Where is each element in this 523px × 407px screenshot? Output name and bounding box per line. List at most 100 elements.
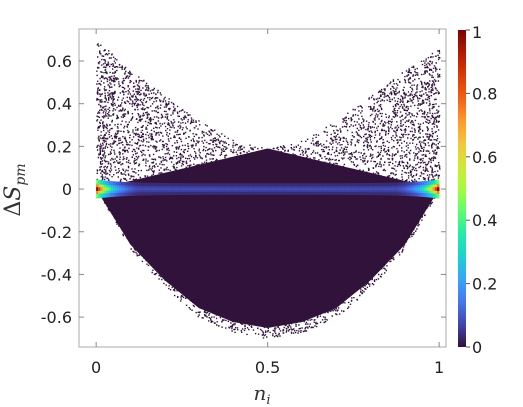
band-segment-core (406, 187, 410, 191)
colorbar-tick-label: 0 (472, 338, 482, 357)
band-segment-core (115, 187, 118, 191)
band-segment-core (428, 187, 431, 191)
band-segment-core (158, 187, 161, 191)
scatter-point-cloud (96, 43, 441, 339)
band-segment-core (218, 187, 221, 191)
band-segment-core (203, 187, 206, 191)
band-segment-core (325, 187, 328, 191)
lower-dense-region (96, 189, 440, 328)
band-segment-core (220, 187, 223, 191)
band-segment-core (252, 187, 256, 191)
band-segment-core (351, 187, 354, 191)
band-segment-core (321, 187, 324, 191)
band-segment-core (205, 187, 208, 191)
band-segment-core (308, 187, 311, 191)
band-segment-core (278, 187, 281, 191)
band-segment-core (295, 187, 298, 191)
band-segment-core (119, 187, 123, 191)
band-segment-core (419, 187, 423, 191)
band-segment-core (291, 187, 294, 191)
band-segment-core (222, 187, 226, 191)
band-segment-core (286, 187, 290, 191)
band-segment-core (184, 187, 187, 191)
band-segment-core (310, 187, 313, 191)
band-segment-core (267, 187, 271, 191)
colorbar: 1 0.8 0.6 0.4 0.2 0 (458, 23, 497, 357)
colorbar-tick-label: 0.4 (472, 211, 497, 230)
y-tick-label: -0.2 (41, 223, 72, 242)
x-axis-title: ni (253, 381, 270, 407)
band-segment-core (175, 187, 178, 191)
colorbar-tick-label: 1 (472, 23, 482, 42)
band-segment-core (244, 187, 247, 191)
colorbar-bar (458, 30, 466, 347)
band-segment-core (231, 187, 234, 191)
y-tick-label: 0.6 (47, 52, 72, 71)
band-segment-core (164, 187, 168, 191)
band-segment-core (387, 187, 391, 191)
band-segment-core (192, 187, 196, 191)
band-segment-core (265, 187, 268, 191)
band-segment-core (106, 187, 110, 191)
band-segment-core (329, 187, 333, 191)
x-axis-title-sub: i (266, 393, 270, 407)
band-segment-core (128, 187, 131, 191)
band-segment-core (196, 187, 200, 191)
band-segment-core (141, 187, 144, 191)
band-segment-core (323, 187, 326, 191)
y-tick-label: 0.2 (47, 137, 72, 156)
band-segment-core (229, 187, 232, 191)
band-segment-core (306, 187, 309, 191)
y-axis-title-prefix: Δ (1, 201, 26, 217)
x-tick-label: 0 (91, 358, 101, 377)
band-segment-core (304, 187, 307, 191)
band-segment-core (409, 187, 412, 191)
band-segment-core (280, 187, 283, 191)
band-segment-core (186, 187, 189, 191)
band-segment-core (372, 187, 376, 191)
band-segment-core (402, 187, 406, 191)
band-segment-core (156, 187, 159, 191)
band-segment-core (109, 187, 112, 191)
band-segment-core (126, 187, 129, 191)
band-segment-core (269, 187, 273, 191)
band-segment-core (374, 187, 378, 191)
y-tick-label: 0.4 (47, 95, 72, 114)
band-segment-core (224, 187, 228, 191)
band-segment-core (124, 187, 127, 191)
band-segment-core (151, 187, 155, 191)
band-segment-core (417, 187, 421, 191)
band-segment-core (160, 187, 163, 191)
band-segment-core (336, 187, 339, 191)
band-segment-core (162, 187, 166, 191)
band-segment-core (376, 187, 380, 191)
band-segment-core (331, 187, 335, 191)
band-segment-core (145, 187, 148, 191)
band-segment-core (233, 187, 236, 191)
plot-area (96, 43, 441, 339)
band-segment-core (432, 187, 436, 191)
band-segment-core (293, 187, 296, 191)
band-segment-core (338, 187, 341, 191)
band-segment-core (379, 187, 382, 191)
band-segment-core (342, 187, 346, 191)
band-segment-core (312, 187, 316, 191)
band-segment-core (199, 187, 202, 191)
colorbar-tick-label: 0.2 (472, 275, 497, 294)
band-segment-core (349, 187, 352, 191)
band-segment-core (117, 187, 121, 191)
band-segment-core (171, 187, 174, 191)
band-segment-core (143, 187, 146, 191)
band-segment-core (209, 187, 213, 191)
band-segment-core (370, 187, 373, 191)
band-segment-core (241, 187, 245, 191)
scatter-points (96, 43, 441, 339)
band-segment-core (154, 187, 157, 191)
band-segment-core (207, 187, 211, 191)
colorbar-tick-label: 0.6 (472, 148, 497, 167)
band-segment-core (248, 187, 251, 191)
band-segment-core (357, 187, 361, 191)
band-segment-core (284, 187, 288, 191)
band-segment-core (299, 187, 303, 191)
band-segment-core (297, 187, 301, 191)
